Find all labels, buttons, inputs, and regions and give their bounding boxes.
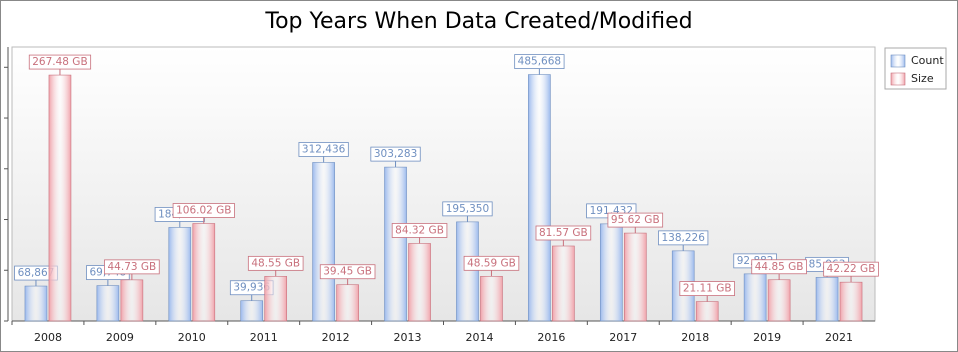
x-tick-label: 2017 [609, 331, 637, 344]
value-label-box [298, 142, 349, 157]
bar [120, 279, 144, 322]
value-label-box [172, 203, 235, 218]
value-label-box [391, 223, 448, 238]
value-label-box [104, 259, 160, 275]
bar [240, 300, 264, 322]
value-label: 106.02 GB [176, 205, 231, 217]
value-label: 267.48 GB [32, 56, 87, 68]
x-tick-label: 2011 [250, 331, 278, 344]
value-label-box [751, 259, 807, 275]
value-label-box [679, 281, 735, 296]
bar [599, 223, 623, 322]
value-label-box [319, 264, 376, 280]
value-label-box [28, 54, 92, 70]
value-label: 21.11 GB [683, 283, 732, 295]
value-label: 95.62 GB [611, 214, 660, 226]
x-tick-label: 2008 [34, 331, 62, 344]
value-label: 44.73 GB [108, 261, 157, 273]
value-label: 485,668 [518, 56, 561, 68]
x-tick-label: 2016 [537, 331, 565, 344]
value-label: 312,436 [302, 143, 346, 155]
value-label: 42.22 GB [827, 263, 876, 275]
bar [168, 227, 192, 322]
bar [456, 221, 479, 322]
x-tick-label: 2019 [753, 331, 781, 344]
legend-label: Size [911, 72, 934, 85]
bar [623, 232, 647, 322]
bar [96, 285, 120, 322]
value-label: 303,283 [374, 148, 417, 160]
bar [336, 284, 359, 322]
bar [839, 281, 863, 322]
legend-label: Count [911, 54, 944, 67]
bar [552, 245, 575, 322]
value-label: 81.57 GB [539, 227, 588, 239]
chart-title: Top Years When Data Created/Modified [264, 9, 692, 34]
legend-swatch [890, 72, 906, 86]
x-tick-label: 2014 [465, 331, 493, 344]
value-label: 39.45 GB [323, 266, 372, 278]
bar [528, 74, 551, 322]
x-tick-label: 2009 [106, 331, 134, 344]
bar [695, 301, 719, 322]
value-label-box [823, 261, 879, 277]
value-label: 138,226 [661, 232, 705, 244]
bar [264, 276, 288, 322]
value-label-box [514, 54, 565, 69]
bar [48, 74, 72, 322]
x-tick-label: 2012 [322, 331, 350, 344]
x-tick-label: 2010 [178, 331, 206, 344]
value-label: 84.32 GB [395, 224, 444, 236]
value-label-box [247, 255, 304, 271]
value-label-box [658, 230, 709, 246]
value-label-box [370, 146, 421, 162]
value-label-box [535, 225, 592, 241]
plot-area [11, 46, 876, 322]
bar [767, 279, 791, 322]
bar [408, 243, 431, 322]
x-tick-label: 2018 [681, 331, 709, 344]
value-label: 44.85 GB [755, 261, 804, 273]
x-tick-label: 2021 [825, 331, 853, 344]
value-label: 39,936 [233, 282, 270, 294]
value-label: 68,867 [18, 267, 55, 279]
bar [743, 273, 767, 322]
bar [815, 277, 839, 322]
value-label: 48.55 GB [251, 257, 300, 269]
x-tick-label: 2013 [394, 331, 422, 344]
value-label-box [607, 212, 664, 228]
bar [480, 276, 503, 322]
legend-swatch [890, 54, 906, 68]
bar [24, 285, 48, 322]
bar [384, 166, 407, 322]
bar [312, 162, 335, 322]
value-label: 48.59 GB [467, 257, 516, 269]
value-label: 195,350 [446, 203, 489, 215]
value-label-box [442, 201, 493, 217]
value-label-box [463, 255, 520, 271]
bar [192, 223, 216, 322]
